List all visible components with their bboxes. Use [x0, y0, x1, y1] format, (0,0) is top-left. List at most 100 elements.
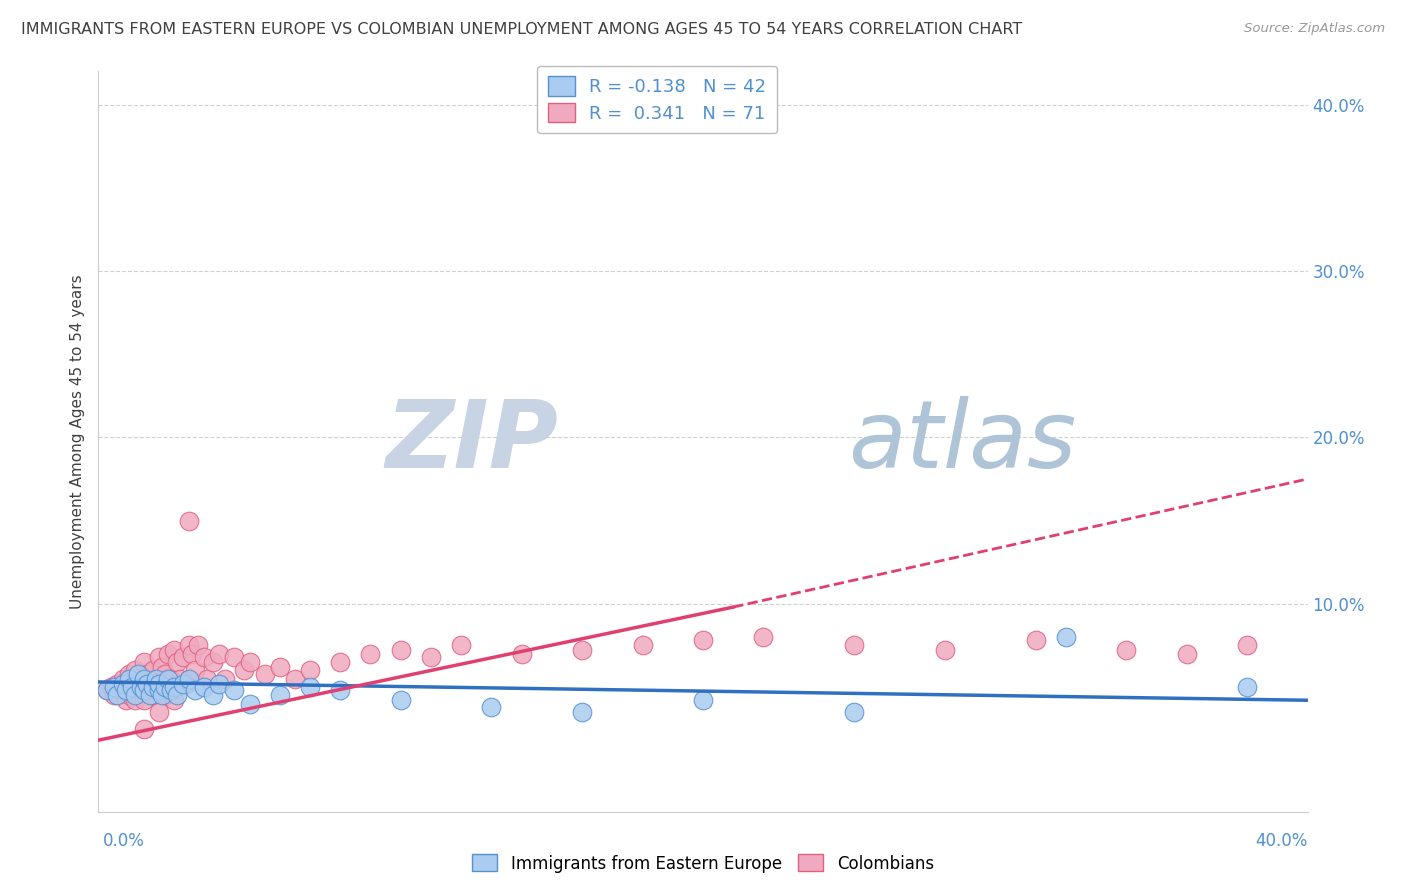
Point [160, 683, 183, 698]
Point [132, 655, 155, 669]
Text: 40.0%: 40.0% [1256, 831, 1308, 849]
Text: ZIP: ZIP [385, 395, 558, 488]
Point [389, 643, 412, 657]
Point [163, 693, 186, 707]
Point [135, 666, 157, 681]
Point [239, 697, 262, 711]
Point [153, 666, 176, 681]
Point [224, 683, 246, 698]
Point [692, 693, 714, 707]
Point [193, 650, 215, 665]
Point [121, 680, 143, 694]
Point [145, 672, 167, 686]
Point [153, 680, 176, 694]
Point [179, 672, 201, 686]
Point [224, 650, 246, 665]
Point [184, 663, 207, 677]
Point [108, 683, 131, 698]
Point [118, 688, 141, 702]
Point [96, 683, 118, 698]
Point [142, 680, 165, 694]
Point [163, 680, 186, 694]
Point [148, 705, 170, 719]
Point [139, 688, 162, 702]
Point [148, 650, 170, 665]
Point [299, 663, 322, 677]
Point [103, 688, 125, 702]
Point [299, 680, 322, 694]
Point [172, 650, 194, 665]
Point [127, 666, 149, 681]
Point [163, 643, 186, 657]
Point [1236, 680, 1258, 694]
Legend: Immigrants from Eastern Europe, Colombians: Immigrants from Eastern Europe, Colombia… [465, 847, 941, 880]
Point [329, 655, 352, 669]
Point [118, 672, 141, 686]
Point [124, 663, 146, 677]
Point [129, 683, 152, 698]
Point [1024, 633, 1046, 648]
Point [179, 672, 201, 686]
Point [148, 676, 170, 690]
Point [571, 705, 593, 719]
Text: 0.0%: 0.0% [103, 831, 145, 849]
Point [105, 676, 128, 690]
Y-axis label: Unemployment Among Ages 45 to 54 years: Unemployment Among Ages 45 to 54 years [69, 274, 84, 609]
Text: atlas: atlas [848, 396, 1077, 487]
Point [481, 699, 503, 714]
Point [105, 688, 128, 702]
Point [139, 676, 162, 690]
Text: Source: ZipAtlas.com: Source: ZipAtlas.com [1244, 22, 1385, 36]
Point [329, 683, 352, 698]
Legend: R = -0.138   N = 42, R =  0.341   N = 71: R = -0.138 N = 42, R = 0.341 N = 71 [537, 66, 778, 133]
Point [135, 676, 157, 690]
Point [844, 638, 866, 652]
Point [118, 666, 141, 681]
Point [202, 688, 225, 702]
Point [163, 683, 186, 698]
Point [142, 688, 165, 702]
Point [124, 688, 146, 702]
Point [510, 647, 533, 661]
Point [420, 650, 443, 665]
Point [132, 693, 155, 707]
Point [166, 688, 188, 702]
Point [202, 655, 225, 669]
Point [114, 693, 136, 707]
Point [284, 672, 307, 686]
Point [169, 672, 191, 686]
Point [844, 705, 866, 719]
Point [179, 638, 201, 652]
Point [1115, 643, 1137, 657]
Point [208, 676, 231, 690]
Point [111, 676, 134, 690]
Point [184, 683, 207, 698]
Point [124, 693, 146, 707]
Point [187, 638, 209, 652]
Point [752, 630, 775, 644]
Point [269, 688, 291, 702]
Point [253, 666, 276, 681]
Point [132, 672, 155, 686]
Point [111, 672, 134, 686]
Point [571, 643, 593, 657]
Point [156, 647, 179, 661]
Point [132, 683, 155, 698]
Point [174, 676, 197, 690]
Point [156, 672, 179, 686]
Point [934, 643, 956, 657]
Point [208, 647, 231, 661]
Point [142, 663, 165, 677]
Point [148, 683, 170, 698]
Point [195, 672, 218, 686]
Point [127, 672, 149, 686]
Point [450, 638, 472, 652]
Point [160, 672, 183, 686]
Text: IMMIGRANTS FROM EASTERN EUROPE VS COLOMBIAN UNEMPLOYMENT AMONG AGES 45 TO 54 YEA: IMMIGRANTS FROM EASTERN EUROPE VS COLOMB… [21, 22, 1022, 37]
Point [179, 514, 201, 528]
Point [1175, 647, 1198, 661]
Point [96, 683, 118, 698]
Point [153, 688, 176, 702]
Point [214, 672, 236, 686]
Point [150, 660, 173, 674]
